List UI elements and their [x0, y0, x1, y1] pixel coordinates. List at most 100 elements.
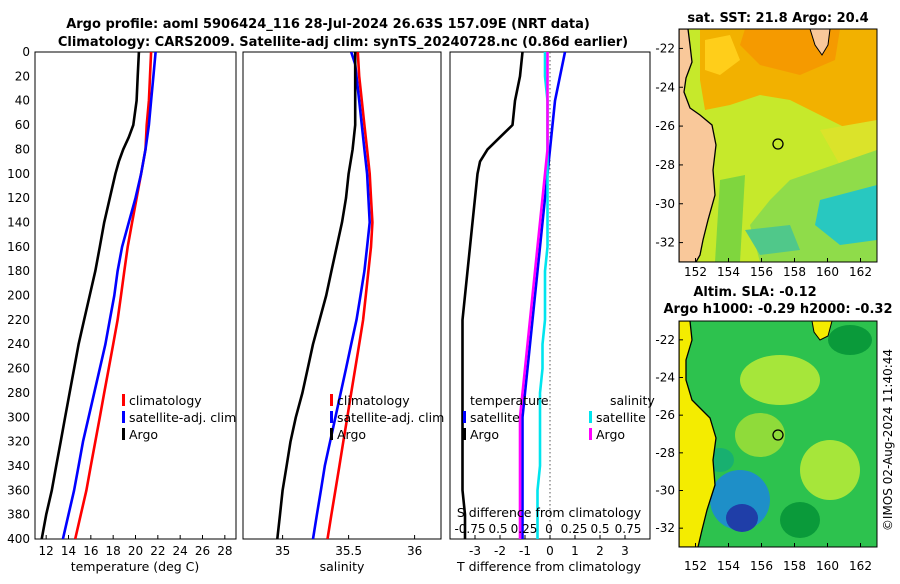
salinity-panel-frame	[242, 51, 442, 540]
legend-label-satellite: satellite-adj. clim	[129, 410, 236, 425]
map-x-tick-label: 154	[717, 265, 740, 279]
depth-tick-label: 40	[15, 94, 30, 108]
legend-label-satellite: satellite-adj. clim	[337, 410, 444, 425]
s-difference-tick-labels: -0.75 0.5 0.25 0 0.25 0.5 0.75	[454, 522, 641, 536]
map-y-tick-label: -26	[655, 408, 675, 422]
legend-label-t-satellite: satellite	[470, 410, 520, 425]
map-y-tick-label: -22	[655, 333, 675, 347]
legend-swatch-climatology	[122, 394, 125, 406]
depth-tick-label: 260	[7, 362, 30, 376]
x-tick-label: 26	[195, 544, 210, 558]
legend-title-salinity: salinity	[610, 393, 655, 408]
legend-label-argo: Argo	[337, 427, 366, 442]
series-line-s-argo	[518, 52, 549, 539]
depth-tick-label: 300	[7, 410, 30, 424]
argo-location-marker	[772, 138, 784, 150]
x-tick-label: 2	[596, 544, 604, 558]
s-difference-tick-label: 0.5	[590, 522, 609, 536]
salinity-series	[276, 52, 374, 539]
x-tick-label: 36	[407, 544, 422, 558]
argo-location-marker	[772, 429, 784, 441]
x-tick-label: 12	[39, 544, 54, 558]
x-tick-label: -1	[519, 544, 531, 558]
map-y-tick-label: -32	[655, 521, 675, 535]
sla-map-tick-labels: 152 154 156 158 160 162 -22 -24 -26 -28 -30 -32	[655, 333, 872, 573]
x-tick-label: 14	[61, 544, 76, 558]
depth-tick-label: 240	[7, 337, 30, 351]
s-difference-tick-label: 0.25	[561, 522, 588, 536]
figure-title-line1: Argo profile: aoml 5906424_116 28-Jul-20…	[66, 17, 590, 32]
map-y-tick-label: -28	[655, 158, 675, 172]
legend-label-climatology: climatology	[337, 393, 410, 408]
s-difference-label: S difference from climatology	[457, 505, 642, 520]
difference-legend: temperature satellite Argo salinity sate…	[463, 393, 655, 442]
legend-swatch-satellite	[330, 411, 333, 423]
sla-map-title-line1: Altim. SLA: -0.12	[693, 285, 816, 300]
x-tick-label: 35.5	[335, 544, 362, 558]
s-difference-tick-label: 0	[545, 522, 553, 536]
depth-tick-label: 320	[7, 435, 30, 449]
x-tick-label: 0	[546, 544, 554, 558]
x-tick-label: 22	[150, 544, 165, 558]
salinity-legend: climatology satellite-adj. clim Argo	[330, 393, 444, 442]
map-y-tick-label: -24	[655, 371, 675, 385]
map-x-tick-label: 154	[717, 559, 740, 573]
map-x-tick-label: 160	[816, 265, 839, 279]
map-y-tick-label: -24	[655, 80, 675, 94]
map-x-tick-label: 158	[783, 265, 806, 279]
depth-tick-label: 360	[7, 483, 30, 497]
legend-label-s-argo: Argo	[596, 427, 625, 442]
map-y-tick-label: -30	[655, 484, 675, 498]
difference-series	[461, 52, 567, 539]
series-line-climatology	[326, 52, 374, 539]
temperature-xlabel: temperature (deg C)	[71, 559, 200, 574]
legend-swatch-t-satellite	[463, 411, 466, 423]
difference-xlabel: T difference from climatology	[456, 559, 642, 574]
map-x-tick-label: 162	[849, 265, 872, 279]
legend-label-argo: Argo	[129, 427, 158, 442]
depth-tick-label: 120	[7, 191, 30, 205]
s-difference-tick-label: 0.5	[488, 522, 507, 536]
salinity-xlabel: salinity	[320, 559, 365, 574]
map-x-tick-label: 152	[684, 265, 707, 279]
legend-swatch-argo	[122, 428, 125, 440]
x-tick-label: 16	[83, 544, 98, 558]
sla-map-title-line2: Argo h1000: -0.29 h2000: -0.32	[663, 302, 892, 317]
sla-map-frame	[678, 320, 878, 548]
series-line-argo	[40, 52, 141, 539]
map-x-tick-label: 160	[816, 559, 839, 573]
s-difference-tick-label: -0.75	[454, 522, 485, 536]
depth-tick-label: 280	[7, 386, 30, 400]
depth-tick-label: 0	[22, 45, 30, 59]
s-difference-tick-label: 0.25	[511, 522, 538, 536]
depth-tick-label: 400	[7, 532, 30, 546]
temperature-series	[40, 52, 157, 539]
series-line-t-satellite	[521, 52, 567, 539]
legend-swatch-s-argo	[589, 428, 592, 440]
x-tick-label: 35	[275, 544, 290, 558]
depth-tick-label: 180	[7, 264, 30, 278]
x-tick-labels: 12 14 16 18 20 22 24 26 28 35 35.5 36 -3 -2 -1 0 1 2 3	[39, 535, 629, 558]
sst-map-title: sat. SST: 21.8 Argo: 20.4	[687, 11, 868, 26]
depth-tick-label: 60	[15, 118, 30, 132]
legend-label-s-satellite: satellite	[596, 410, 646, 425]
map-x-tick-label: 162	[849, 559, 872, 573]
map-y-tick-label: -28	[655, 446, 675, 460]
series-line-climatology	[73, 52, 153, 539]
x-tick-label: 20	[128, 544, 143, 558]
sla-map	[679, 321, 877, 547]
x-tick-label: 1	[571, 544, 579, 558]
x-tick-label: -3	[469, 544, 481, 558]
sst-map-frame	[678, 28, 878, 263]
map-x-tick-label: 158	[783, 559, 806, 573]
map-x-tick-label: 152	[684, 559, 707, 573]
depth-tick-label: 200	[7, 289, 30, 303]
map-y-tick-label: -32	[655, 236, 675, 250]
series-line-satellite-adj-clim	[61, 52, 157, 539]
depth-tick-labels: 0 20 40 60 80 100 120 140 160 180 200 220 240 260 280 3…	[7, 45, 30, 546]
temperature-legend: climatology satellite-adj. clim Argo	[122, 393, 236, 442]
map-y-tick-label: -26	[655, 119, 675, 133]
legend-swatch-t-argo	[463, 428, 466, 440]
legend-swatch-argo	[330, 428, 333, 440]
